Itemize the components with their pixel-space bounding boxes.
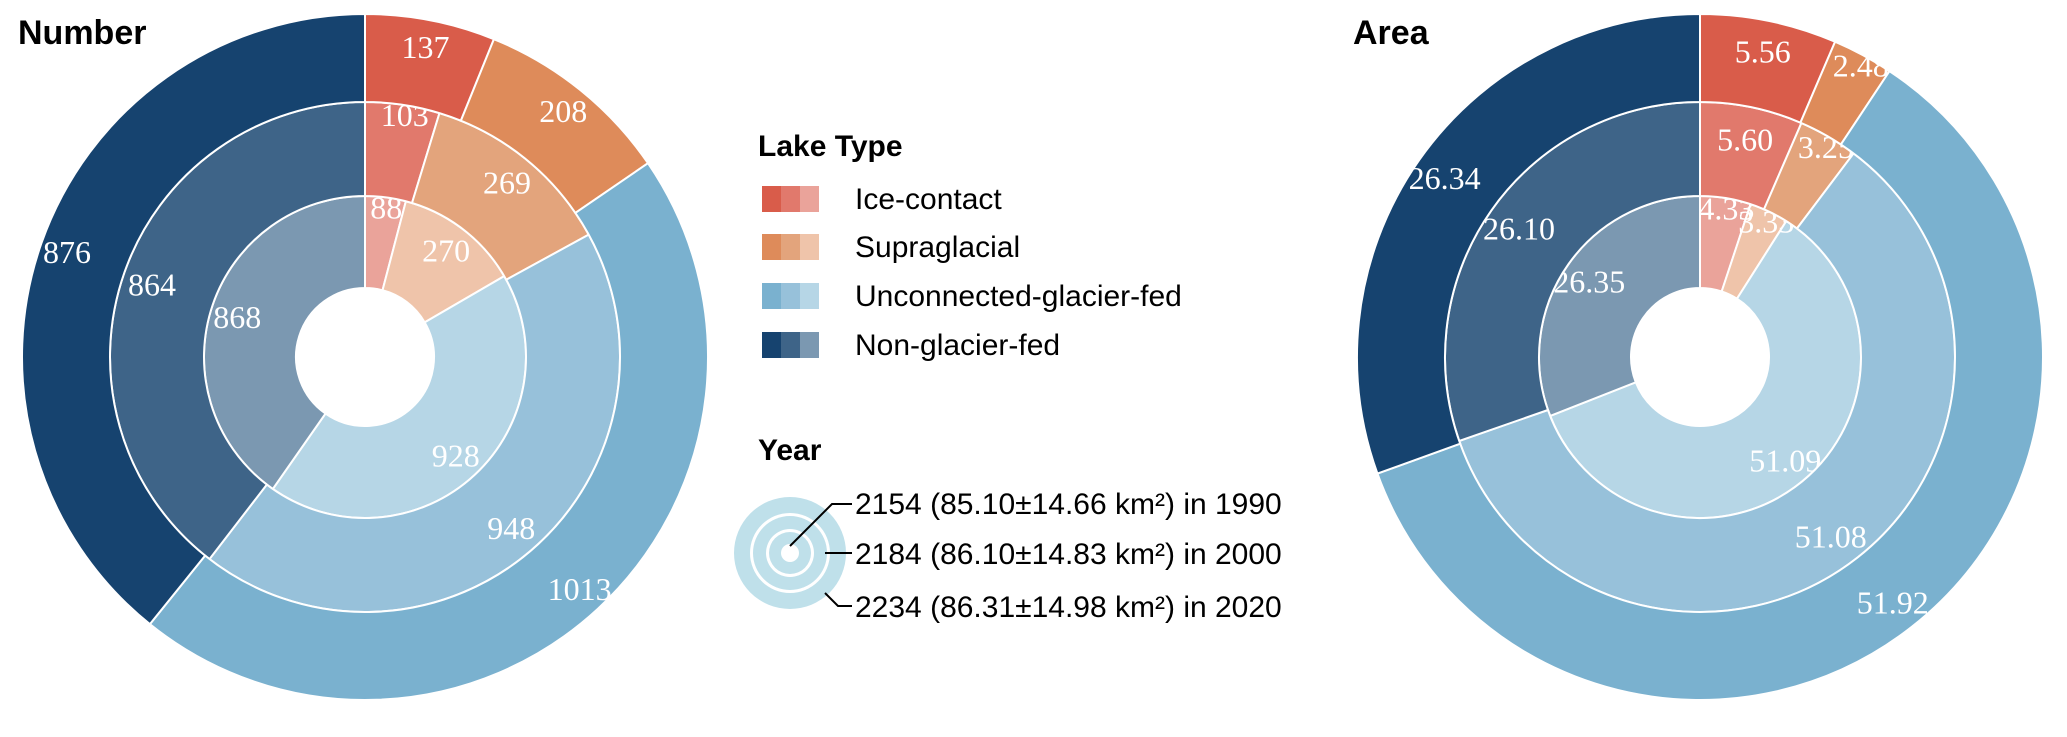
label-area-2020-unconnected-glacier-fed: 51.92 <box>1857 584 1929 620</box>
legend-item-unconnected-glacier-fed: Unconnected-glacier-fed <box>762 280 1182 313</box>
legend-label-ice-contact: Ice-contact <box>855 183 1002 216</box>
label-area-2020-non-glacier-fed: 26.34 <box>1409 160 1481 196</box>
legend-swatch-mid <box>781 332 800 358</box>
legend-swatch-light <box>800 332 819 358</box>
area-panel-title: Area <box>1353 14 1430 52</box>
label-number-2020-ice-contact: 137 <box>402 29 450 65</box>
year-label-2000: 2184 (86.10±14.83 km²) in 2000 <box>855 538 1282 571</box>
label-number-2000-unconnected-glacier-fed: 948 <box>487 510 535 546</box>
legend-lake-type-title: Lake Type <box>758 130 903 163</box>
label-number-2000-supraglacial: 269 <box>483 165 531 201</box>
legend-swatch-dark <box>762 186 781 212</box>
legend-swatch-dark <box>762 332 781 358</box>
legend-swatch-mid <box>781 234 800 260</box>
label-number-1990-unconnected-glacier-fed: 928 <box>432 438 480 474</box>
legend-swatch-light <box>800 186 819 212</box>
legend-label-non-glacier-fed: Non-glacier-fed <box>855 329 1060 362</box>
label-area-2000-unconnected-glacier-fed: 51.08 <box>1795 518 1867 554</box>
year-ring-center <box>781 544 799 562</box>
legend-year-title: Year <box>758 434 822 467</box>
number-panel: Number 882709288681032699488641372081013… <box>18 12 709 701</box>
legend-swatch-dark <box>762 234 781 260</box>
legend-item-supraglacial: Supraglacial <box>762 231 1020 264</box>
label-area-2000-non-glacier-fed: 26.10 <box>1483 210 1555 246</box>
label-number-1990-supraglacial: 270 <box>422 232 470 268</box>
segment-area-2020-unconnected-glacier-fed <box>1376 69 2044 701</box>
segment-area-2020-non-glacier-fed <box>1356 12 1701 475</box>
segment-number-2020-unconnected-glacier-fed <box>148 161 709 701</box>
legend-swatch-light <box>800 234 819 260</box>
year-label-1990: 2154 (85.10±14.66 km²) in 1990 <box>855 488 1282 521</box>
year-label-2020: 2234 (86.31±14.98 km²) in 2020 <box>855 591 1282 624</box>
number-panel-title: Number <box>18 14 146 52</box>
legend-label-unconnected-glacier-fed: Unconnected-glacier-fed <box>855 280 1182 313</box>
segment-number-2020-non-glacier-fed <box>21 12 366 626</box>
year-rings-icon <box>734 497 846 609</box>
legend-swatch-mid <box>781 186 800 212</box>
legend-swatch-light <box>800 283 819 309</box>
legend-item-non-glacier-fed: Non-glacier-fed <box>762 329 1060 362</box>
leader-line-1990 <box>789 503 852 547</box>
label-area-2000-ice-contact: 5.60 <box>1717 122 1773 158</box>
legend-item-ice-contact: Ice-contact <box>762 183 1002 216</box>
legend-label-supraglacial: Supraglacial <box>855 231 1020 264</box>
label-number-2020-supraglacial: 208 <box>539 93 587 129</box>
legend-swatch-mid <box>781 283 800 309</box>
label-area-2020-ice-contact: 5.56 <box>1735 33 1791 69</box>
label-number-2020-unconnected-glacier-fed: 1013 <box>548 571 612 607</box>
year-leader-lines <box>789 503 852 607</box>
label-area-1990-unconnected-glacier-fed: 51.09 <box>1749 442 1821 478</box>
label-number-2000-non-glacier-fed: 864 <box>128 267 176 303</box>
legend: Lake Type Ice-contact Supraglacial Uncon… <box>734 130 1282 624</box>
legend-swatch-dark <box>762 283 781 309</box>
label-area-2020-supraglacial: 2.48 <box>1833 47 1889 83</box>
label-number-2020-non-glacier-fed: 876 <box>43 234 91 270</box>
label-number-1990-non-glacier-fed: 868 <box>213 299 261 335</box>
leader-line-2020 <box>824 592 852 607</box>
